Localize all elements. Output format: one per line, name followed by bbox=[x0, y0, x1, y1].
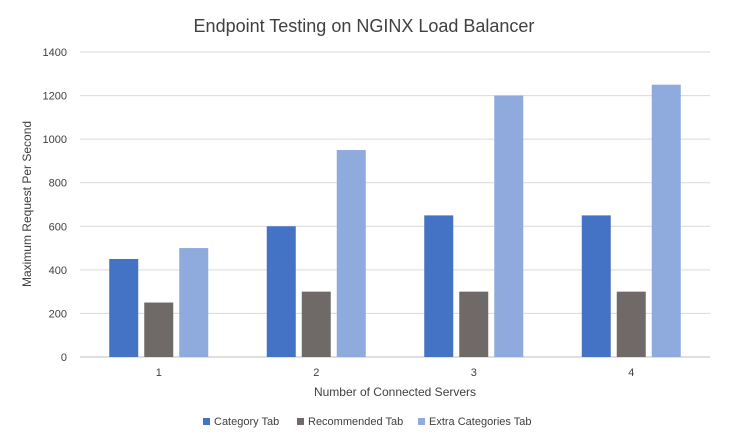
legend-swatch bbox=[418, 418, 425, 425]
x-tick-label: 4 bbox=[628, 367, 634, 379]
bar-extra-categories-tab-1 bbox=[179, 248, 209, 357]
y-tick-label: 0 bbox=[61, 352, 67, 364]
bar-category-tab-4 bbox=[581, 215, 611, 357]
bars bbox=[109, 84, 681, 358]
x-axis-label: Number of Connected Servers bbox=[314, 385, 476, 399]
legend: Category Tab Recommended Tab Extra Categor… bbox=[203, 416, 532, 428]
y-tick-label: 400 bbox=[49, 265, 67, 277]
x-axis-ticks: 1 2 3 4 bbox=[156, 367, 635, 379]
y-tick-label: 600 bbox=[49, 221, 67, 233]
legend-swatch bbox=[297, 418, 304, 425]
y-tick-label: 1000 bbox=[43, 134, 67, 146]
bar-recommended-tab-3 bbox=[459, 291, 489, 357]
y-tick-label: 200 bbox=[49, 308, 67, 320]
legend-label: Extra Categories Tab bbox=[429, 416, 532, 428]
x-tick-label: 3 bbox=[471, 367, 477, 379]
chart-title: Endpoint Testing on NGINX Load Balancer bbox=[194, 16, 535, 36]
y-tick-label: 800 bbox=[49, 178, 67, 190]
legend-label: Category Tab bbox=[214, 416, 279, 428]
bar-recommended-tab-2 bbox=[301, 291, 331, 357]
y-axis-ticks: 0 200 400 600 800 1000 1200 1400 bbox=[43, 47, 67, 364]
y-tick-label: 1200 bbox=[43, 91, 67, 103]
bar-extra-categories-tab-3 bbox=[494, 95, 524, 358]
bar-category-tab-2 bbox=[266, 226, 296, 357]
bar-category-tab-3 bbox=[424, 215, 454, 357]
legend-label: Recommended Tab bbox=[308, 416, 403, 428]
bar-extra-categories-tab-4 bbox=[651, 84, 681, 357]
x-tick-label: 1 bbox=[156, 367, 162, 379]
legend-swatch bbox=[203, 418, 210, 425]
y-axis-label: Maximum Request Per Second bbox=[20, 121, 34, 287]
y-tick-label: 1400 bbox=[43, 47, 67, 59]
bar-recommended-tab-4 bbox=[616, 291, 646, 357]
bar-extra-categories-tab-2 bbox=[336, 150, 366, 357]
bar-recommended-tab-1 bbox=[144, 302, 174, 357]
x-tick-label: 2 bbox=[313, 367, 319, 379]
gridlines bbox=[80, 51, 710, 358]
bar-category-tab-1 bbox=[109, 258, 139, 357]
